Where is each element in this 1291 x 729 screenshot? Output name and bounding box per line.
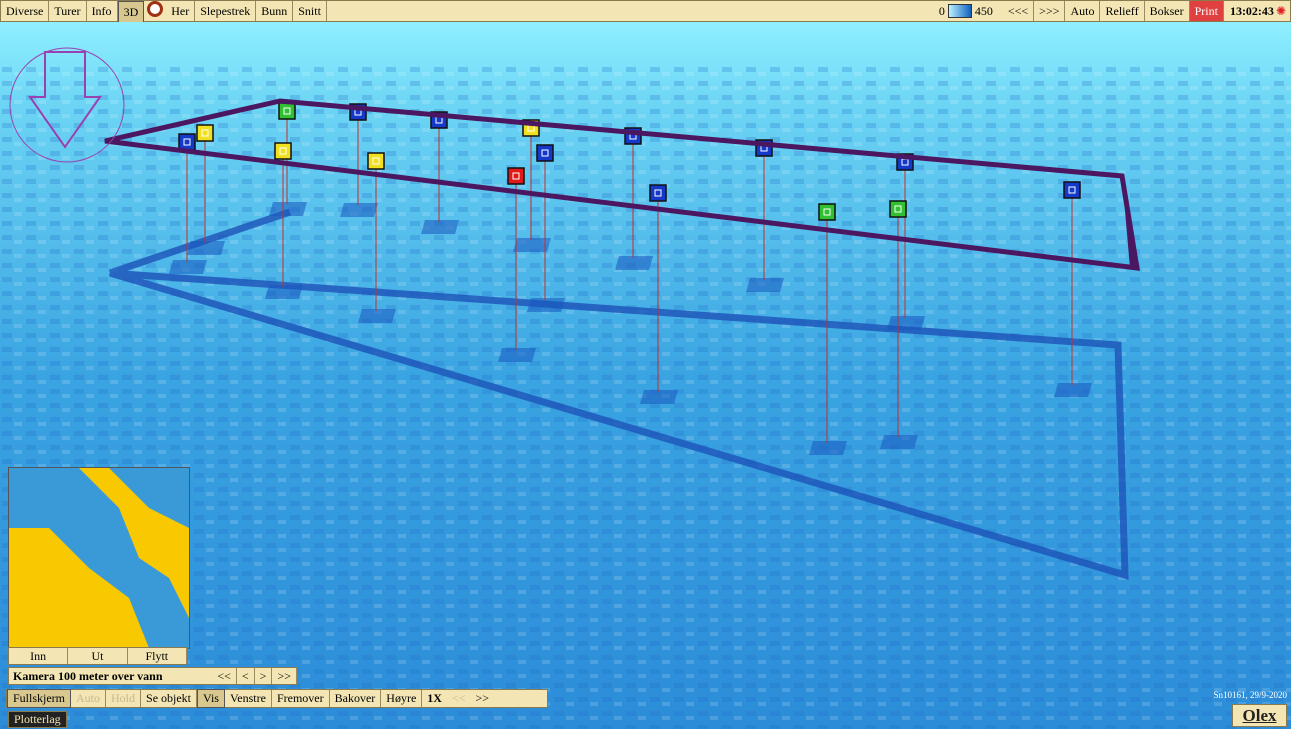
button[interactable]: Slepestrek — [195, 1, 257, 21]
marker-core — [279, 147, 287, 155]
marker-core — [1068, 186, 1076, 194]
button[interactable]: Hold — [106, 690, 142, 707]
logo: Olex — [1232, 704, 1287, 727]
box-edge — [1122, 176, 1137, 268]
marker-core — [894, 205, 902, 213]
marker — [274, 142, 292, 160]
marker-core — [541, 149, 549, 157]
marker-shadow — [887, 316, 925, 330]
button[interactable]: Ut — [68, 648, 128, 664]
marker-shadow — [421, 220, 459, 234]
marker-core — [823, 208, 831, 216]
marker-shadow — [358, 309, 396, 323]
button[interactable]: Se objekt — [141, 690, 198, 707]
button[interactable]: Relieff — [1100, 1, 1145, 21]
button[interactable]: Flytt — [128, 648, 187, 664]
marker — [278, 102, 296, 120]
button[interactable]: >>> — [1034, 1, 1066, 21]
marker-shadow — [1054, 383, 1092, 397]
marker-shadow — [527, 298, 565, 312]
clock: 13:02:43 — [1229, 3, 1274, 18]
marker-shadow — [880, 435, 918, 449]
marker-core — [372, 157, 380, 165]
marker — [507, 167, 525, 185]
button[interactable]: Info — [87, 1, 118, 21]
button[interactable]: > — [255, 668, 273, 684]
marker-shadow — [615, 256, 653, 270]
button[interactable]: Turer — [49, 1, 87, 21]
marker-shadow — [269, 202, 307, 216]
button[interactable]: Vis — [197, 689, 225, 708]
marker-core — [183, 138, 191, 146]
marker-core — [201, 129, 209, 137]
button[interactable]: Bokser — [1145, 1, 1190, 21]
button[interactable]: Bunn — [256, 1, 294, 21]
camera-bar: Kamera 100 meter over vann << < > >> — [8, 667, 298, 685]
left-tools: Diverse Turer Info 3D Her Slepestrek Bunn Snitt — [1, 1, 327, 23]
marker — [649, 184, 667, 202]
right-tools: <<< >>> Auto Relieff Bokser Print — [1003, 1, 1224, 21]
button[interactable]: Diverse — [1, 1, 50, 21]
compass-arrow — [28, 51, 102, 149]
target-icon[interactable] — [147, 1, 164, 17]
marker-core — [654, 189, 662, 197]
marker-shadow — [498, 348, 536, 362]
button[interactable]: Her — [166, 1, 196, 21]
button[interactable]: >> — [475, 691, 490, 705]
marker-shadow — [640, 390, 678, 404]
button[interactable]: Inn — [9, 648, 69, 664]
button[interactable]: Fremover — [272, 690, 330, 707]
marker-shadow — [169, 260, 207, 274]
button[interactable]: << — [212, 668, 237, 684]
button[interactable]: Auto — [71, 690, 107, 707]
button[interactable]: Bakover — [330, 690, 382, 707]
toolbar: Diverse Turer Info 3D Her Slepestrek Bunn Snitt… — [0, 0, 1291, 23]
button[interactable]: Print — [1189, 1, 1224, 21]
marker — [367, 152, 385, 170]
minimap — [8, 467, 190, 649]
marker-shadow — [340, 203, 378, 217]
button[interactable]: Høyre — [381, 690, 423, 707]
marker — [1063, 181, 1081, 199]
minimap-chart — [9, 468, 189, 648]
marker-shadow — [187, 241, 225, 255]
button[interactable]: Fullskjerm — [7, 689, 72, 708]
button[interactable]: < — [237, 668, 255, 684]
control-bar: Fullskjerm Auto Hold Se objekt Vis Venstre Fre… — [6, 689, 548, 708]
button[interactable]: 3D — [117, 1, 145, 23]
3d-view — [0, 22, 1291, 729]
button[interactable]: >> — [272, 668, 297, 684]
camera-label: Kamera 100 meter over vann — [13, 668, 163, 683]
minimap-buttons: Inn Ut Flytt — [8, 647, 188, 665]
button[interactable]: << — [451, 691, 466, 705]
button[interactable]: <<< — [1003, 1, 1035, 21]
marker — [818, 203, 836, 221]
marker — [178, 133, 196, 151]
marker-core — [283, 107, 291, 115]
marker — [889, 200, 907, 218]
marker-core — [512, 172, 520, 180]
marker-shadow — [809, 441, 847, 455]
status: Sn10161, 29/9-2020 — [1213, 690, 1287, 700]
compass — [9, 47, 125, 163]
button[interactable]: Venstre — [225, 690, 272, 707]
marker-shadow — [746, 278, 784, 292]
button[interactable]: Snitt — [293, 1, 327, 21]
layer-button[interactable]: Plotterlag — [8, 711, 67, 728]
scale-bar — [947, 4, 972, 18]
button[interactable]: Auto — [1065, 1, 1101, 21]
marker — [196, 124, 214, 142]
scale-min: 0 — [938, 3, 945, 18]
button[interactable]: 1X — [427, 691, 442, 705]
scale-max: 450 — [974, 3, 993, 18]
marker-shadow — [265, 285, 303, 299]
record-icon: ✺ — [1275, 3, 1286, 18]
marker — [536, 144, 554, 162]
marker-shadow — [513, 238, 551, 252]
